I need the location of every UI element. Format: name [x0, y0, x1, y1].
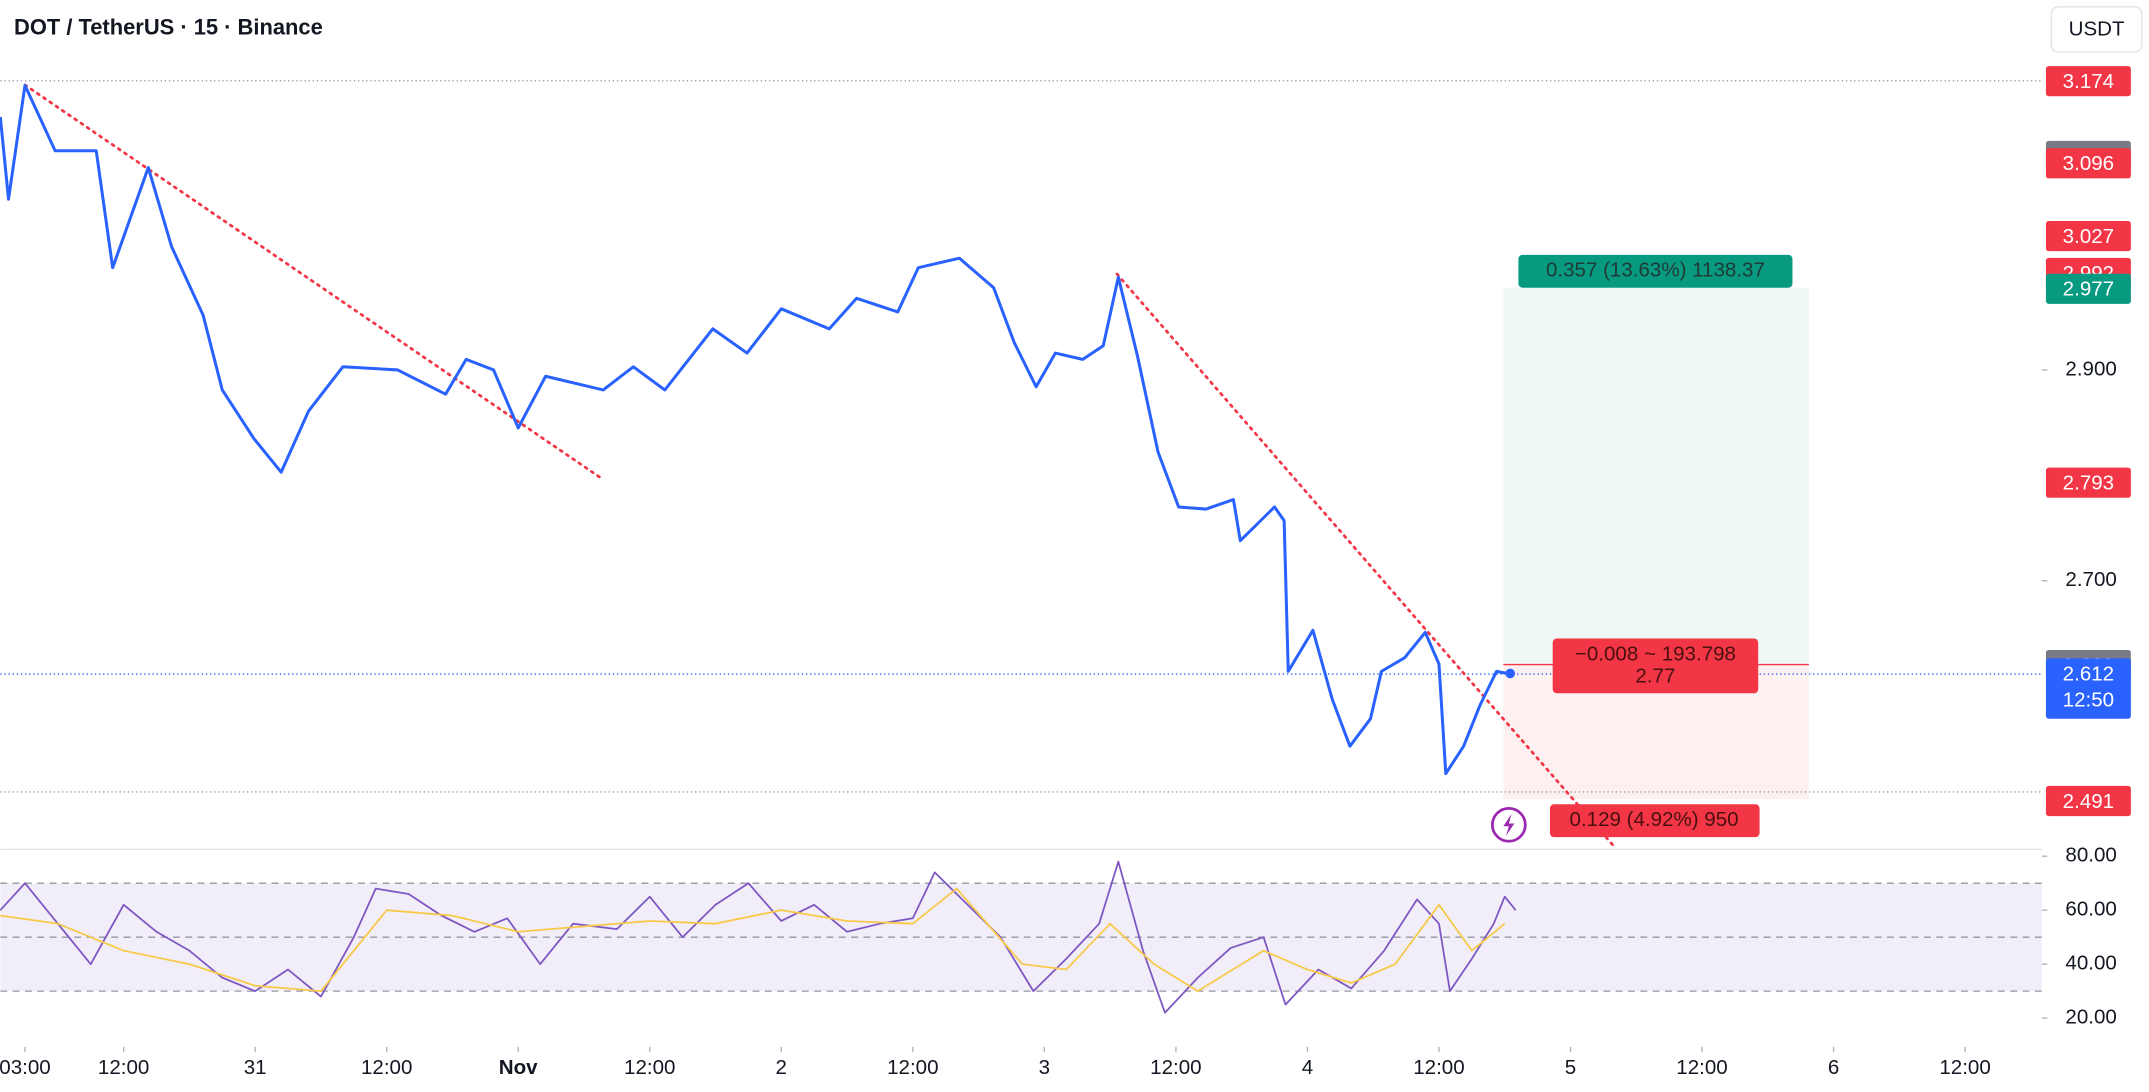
stop-box [1549, 804, 1760, 838]
price-label: 3.027 [2063, 225, 2114, 248]
price-label: 2.793 [2063, 472, 2114, 495]
price-label: 3.096 [2063, 152, 2114, 175]
currency-button[interactable] [2050, 6, 2143, 53]
target-label: 0.357 (13.63%) 1138.37 [1546, 259, 1765, 282]
price-label-box [2045, 467, 2131, 498]
header: DOT / TetherUS · 15 · Binance USDT [14, 6, 2143, 53]
x-tick-label: 5 [1565, 1056, 1576, 1079]
chart-title: DOT / TetherUS · 15 · Binance [14, 15, 323, 40]
price-label-box [2045, 658, 2131, 719]
entry-label: 2.77 [1635, 664, 1675, 687]
price-label: 2.977 [2063, 278, 2114, 301]
series-line [0, 83, 1508, 776]
profit-zone [1503, 287, 1809, 665]
x-tick-label: Nov [499, 1056, 538, 1079]
x-tick-label: 3 [1039, 1056, 1050, 1079]
position-tool: 0.357 (13.63%) 1138.37 −0.008 ~ 193.798 … [1491, 254, 1809, 843]
x-tick-label: 12:00 [1413, 1056, 1464, 1079]
axis-layer: 2.9002.7003.1743.1033.0963.0272.9922.977… [0, 66, 2131, 1079]
trend-line [23, 83, 605, 481]
x-tick-label: 31 [244, 1056, 267, 1079]
x-tick-label: 4 [1302, 1056, 1313, 1079]
x-tick-label: 12:00 [1150, 1056, 1201, 1079]
x-tick-label: 03:00 [0, 1056, 51, 1079]
last-price-dot [1505, 668, 1515, 679]
rsi-band [0, 883, 2042, 992]
rsi-tick-label: 20.00 [2065, 1006, 2116, 1029]
price-label: 2.612 [2063, 662, 2114, 685]
x-tick-label: 12:00 [98, 1056, 149, 1079]
target-box [1518, 254, 1793, 288]
x-tick-label: 2 [776, 1056, 787, 1079]
price-label-box [2045, 148, 2131, 179]
entry-label: −0.008 ~ 193.798 [1575, 642, 1736, 665]
alert-icon-bolt [1503, 813, 1515, 836]
price-label-box [2045, 221, 2131, 252]
x-tick-label: 12:00 [624, 1056, 675, 1079]
rsi-tick-label: 40.00 [2065, 952, 2116, 975]
price-label-box [2045, 66, 2131, 97]
entry-box [1552, 638, 1759, 694]
price-label-box [2045, 785, 2131, 817]
rsi-tick-label: 60.00 [2065, 898, 2116, 921]
x-tick-label: 12:00 [887, 1056, 938, 1079]
trend-line [1115, 272, 1616, 849]
data-layer [0, 83, 1517, 1014]
price-label: 3.174 [2063, 70, 2114, 93]
price-label-box [2045, 273, 2131, 304]
price-label: 2.491 [2063, 790, 2114, 813]
y-tick-label: 2.900 [2065, 357, 2116, 380]
rsi-tick-label: 80.00 [2065, 844, 2116, 867]
x-tick-label: 12:00 [1939, 1056, 1990, 1079]
x-tick-label: 6 [1828, 1056, 1839, 1079]
y-tick-label: 2.700 [2065, 568, 2116, 591]
x-tick-label: 12:00 [361, 1056, 412, 1079]
x-tick-label: 12:00 [1676, 1056, 1727, 1079]
background-layer [0, 80, 2042, 992]
series-line [0, 887, 1506, 993]
stop-label: 0.129 (4.92%) 950 [1570, 808, 1739, 831]
currency-label: USDT [2069, 18, 2125, 41]
price-countdown: 12:50 [2063, 688, 2114, 711]
